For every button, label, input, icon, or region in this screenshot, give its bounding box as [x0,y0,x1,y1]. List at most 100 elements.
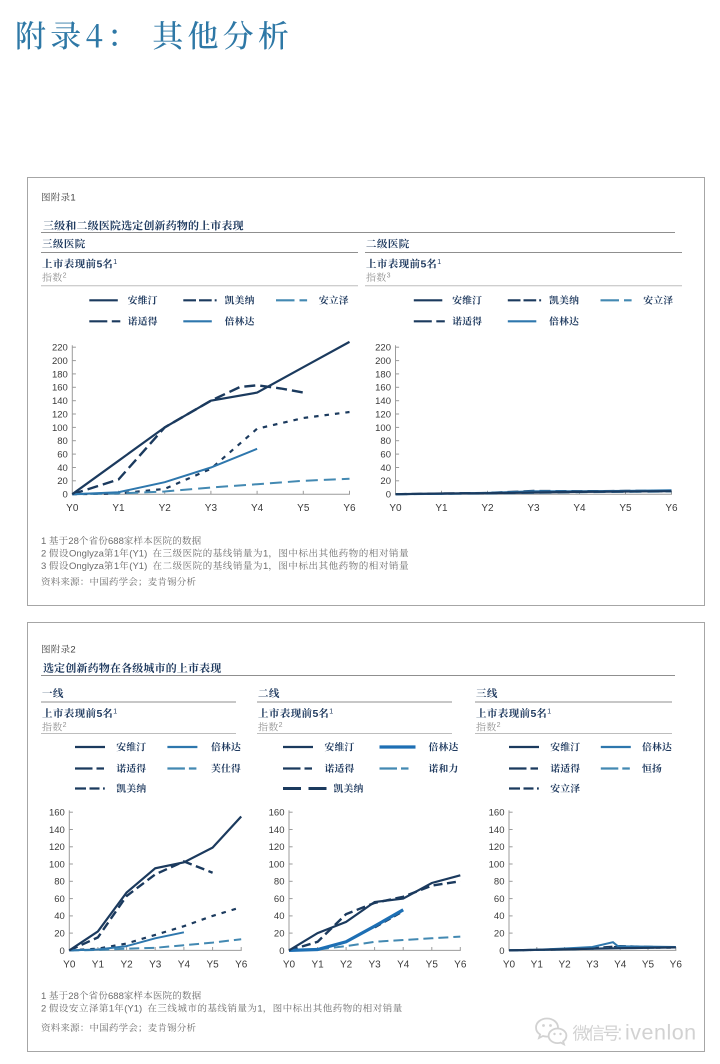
svg-text:20: 20 [54,929,65,940]
svg-text:Y5: Y5 [619,503,632,514]
svg-text:40: 40 [274,911,285,922]
svg-text:160: 160 [49,808,65,819]
svg-text:160: 160 [375,383,391,394]
svg-text:Y3: Y3 [527,503,540,514]
svg-text:Y5: Y5 [206,959,219,970]
svg-text:1: 1 [113,259,117,266]
svg-text:Y4: Y4 [614,959,627,970]
svg-text:100: 100 [49,859,65,870]
svg-text:220: 220 [375,343,391,354]
svg-text:5: 5 [421,259,427,271]
svg-text:Y2: Y2 [120,959,133,970]
svg-text:60: 60 [54,894,65,905]
svg-text:28: 28 [68,991,79,1002]
svg-text:1: 1 [263,561,268,572]
svg-text:Y6: Y6 [454,959,467,970]
svg-text:160: 160 [52,383,68,394]
svg-text:200: 200 [375,356,391,367]
svg-text:0: 0 [499,946,504,957]
svg-text:180: 180 [52,369,68,380]
svg-text:1: 1 [114,549,119,560]
svg-text:2: 2 [41,549,46,560]
svg-text:20: 20 [494,929,505,940]
svg-text:(Y1): (Y1) [124,1004,142,1015]
svg-text:5: 5 [97,259,103,271]
svg-text:2: 2 [497,722,501,729]
svg-text:2: 2 [63,722,67,729]
svg-text:200: 200 [52,356,68,367]
svg-text:1: 1 [437,259,441,266]
svg-text:60: 60 [380,450,391,461]
svg-text:140: 140 [375,396,391,407]
svg-text:80: 80 [57,436,68,447]
svg-text:28: 28 [68,536,79,547]
svg-text:2: 2 [63,273,67,280]
svg-text:Y3: Y3 [368,959,381,970]
svg-text:40: 40 [380,463,391,474]
svg-text:0: 0 [60,946,65,957]
svg-text:120: 120 [49,842,65,853]
svg-text:1: 1 [109,1004,114,1015]
svg-text:5: 5 [97,708,103,720]
svg-text:2: 2 [279,722,283,729]
svg-text:20: 20 [380,476,391,487]
svg-text:Y0: Y0 [63,959,76,970]
svg-text:Y6: Y6 [343,503,356,514]
svg-text:140: 140 [49,825,65,836]
svg-text:Y5: Y5 [642,959,655,970]
svg-text:220: 220 [52,343,68,354]
svg-text:1: 1 [41,536,46,547]
svg-text:0: 0 [279,946,284,957]
svg-text:Y4: Y4 [251,503,264,514]
svg-text:Y0: Y0 [66,503,79,514]
svg-text:40: 40 [57,463,68,474]
svg-text:60: 60 [57,450,68,461]
svg-text:Y6: Y6 [235,959,248,970]
svg-text:Y1: Y1 [92,959,105,970]
svg-text:1: 1 [547,709,551,716]
svg-text:120: 120 [52,409,68,420]
svg-text:Y1: Y1 [112,503,125,514]
svg-text:20: 20 [274,929,285,940]
svg-text:Y4: Y4 [573,503,586,514]
svg-text:Y6: Y6 [665,503,678,514]
svg-text:80: 80 [494,877,505,888]
svg-text:180: 180 [375,369,391,380]
svg-text:1: 1 [41,991,46,1002]
svg-text:Y3: Y3 [149,959,162,970]
svg-text:Y3: Y3 [205,503,218,514]
svg-text:1: 1 [113,709,117,716]
svg-text:3: 3 [387,273,391,280]
svg-text:Y0: Y0 [389,503,402,514]
svg-text:Y0: Y0 [503,959,516,970]
svg-text:100: 100 [489,859,505,870]
svg-text:Y1: Y1 [311,959,324,970]
svg-text:5: 5 [531,708,537,720]
svg-text:Y4: Y4 [178,959,191,970]
svg-text:120: 120 [489,842,505,853]
svg-text:Y3: Y3 [586,959,599,970]
svg-text:60: 60 [494,894,505,905]
svg-text:1: 1 [257,1004,262,1015]
svg-text:5: 5 [313,708,319,720]
svg-text:Y1: Y1 [435,503,448,514]
svg-text:688: 688 [108,536,124,547]
svg-text:100: 100 [52,423,68,434]
svg-text:1: 1 [70,193,75,204]
svg-text:80: 80 [274,877,285,888]
svg-text:(Y1): (Y1) [129,561,147,572]
svg-text:2: 2 [70,645,75,656]
svg-text:Y2: Y2 [558,959,571,970]
svg-text:2: 2 [41,1004,46,1015]
svg-text:Y2: Y2 [481,503,494,514]
svg-text:1: 1 [329,709,333,716]
svg-text:40: 40 [54,911,65,922]
svg-text:Y4: Y4 [397,959,410,970]
svg-text:140: 140 [269,825,285,836]
svg-text:40: 40 [494,911,505,922]
svg-text:688: 688 [108,991,124,1002]
svg-text::: : [617,1023,623,1045]
svg-text:Y5: Y5 [426,959,439,970]
svg-text:Onglyza: Onglyza [69,549,105,560]
svg-text:60: 60 [274,894,285,905]
